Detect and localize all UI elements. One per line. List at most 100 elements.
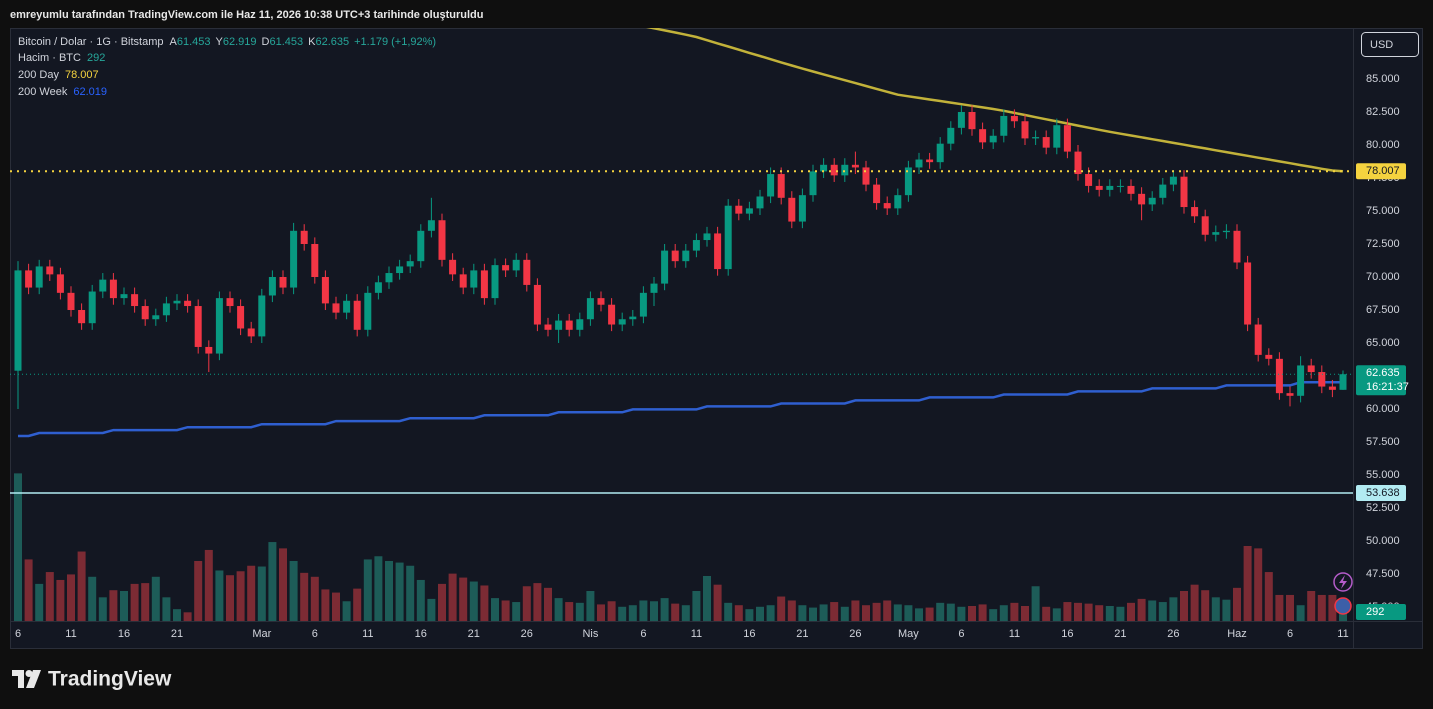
candle-body bbox=[629, 316, 637, 320]
candle-body bbox=[1116, 185, 1124, 187]
candle-body bbox=[989, 135, 997, 143]
volume-bar bbox=[141, 583, 150, 621]
volume-bar bbox=[1328, 594, 1337, 621]
volume-bar bbox=[1063, 602, 1072, 621]
chart-frame bbox=[10, 28, 1423, 649]
candle-body bbox=[343, 300, 351, 313]
y-tick-label: 55.000 bbox=[1366, 469, 1400, 481]
candle-body bbox=[841, 164, 849, 176]
legend-key: Y bbox=[216, 36, 224, 48]
volume-bar bbox=[194, 561, 203, 621]
header: emreyumlu tarafından TradingView.com ile… bbox=[10, 9, 483, 21]
x-tick-label: 6 bbox=[15, 628, 21, 640]
candle-body bbox=[141, 306, 149, 320]
volume-bar bbox=[618, 606, 627, 621]
candle-body bbox=[1095, 185, 1103, 190]
y-tick-label: 72.500 bbox=[1366, 238, 1400, 250]
volume-bar bbox=[35, 583, 44, 621]
candle-body bbox=[502, 265, 510, 271]
volume-bar bbox=[395, 562, 404, 621]
volume-bar bbox=[67, 574, 75, 621]
candle-body bbox=[491, 265, 499, 299]
volume-bar bbox=[406, 565, 415, 621]
volume-bar bbox=[215, 570, 224, 621]
candle-body bbox=[1233, 230, 1241, 263]
candle-body bbox=[385, 273, 393, 283]
candle-body bbox=[459, 274, 467, 288]
legend-value: 62.919 bbox=[223, 36, 257, 48]
candle-body bbox=[565, 320, 573, 330]
candle-body bbox=[926, 159, 934, 163]
volume-bar bbox=[862, 605, 870, 621]
volume-bar bbox=[671, 603, 680, 621]
ma-label: 78.007 bbox=[1366, 165, 1400, 177]
volume-bar bbox=[204, 549, 213, 621]
volume-bar bbox=[130, 583, 139, 621]
legend-change: +1.179 (+1,92%) bbox=[354, 36, 436, 48]
volume-bar bbox=[321, 589, 330, 621]
candle-body bbox=[417, 230, 425, 262]
volume-bar bbox=[1275, 594, 1284, 621]
candle-body bbox=[1042, 137, 1050, 148]
candle-body bbox=[544, 324, 552, 330]
volume-bar bbox=[1095, 605, 1104, 621]
candle-body bbox=[830, 164, 838, 176]
volume-bar bbox=[544, 587, 552, 621]
candle-body bbox=[56, 274, 64, 293]
x-tick-label: 11 bbox=[1337, 628, 1348, 640]
volume-bar bbox=[501, 600, 510, 621]
y-tick-label: 80.000 bbox=[1366, 139, 1400, 151]
last-price-label: 16:21:37 bbox=[1366, 381, 1409, 393]
volume-bar bbox=[533, 583, 542, 621]
candle-body bbox=[1085, 174, 1093, 186]
volume-bar bbox=[1074, 602, 1082, 621]
x-tick-label: 16 bbox=[415, 628, 427, 640]
candle-body bbox=[1180, 176, 1188, 208]
candle-body bbox=[883, 203, 891, 209]
candle-body bbox=[120, 294, 128, 299]
candle-body bbox=[25, 270, 33, 288]
volume-bar bbox=[480, 585, 489, 621]
volume-bar bbox=[332, 592, 340, 621]
candle-body bbox=[237, 306, 245, 329]
event-icon[interactable] bbox=[1334, 597, 1352, 615]
volume-bar bbox=[45, 572, 54, 621]
volume-bar bbox=[1021, 606, 1029, 621]
candle-body bbox=[449, 259, 457, 275]
volume-bar bbox=[162, 597, 171, 621]
x-tick-label: 11 bbox=[1009, 628, 1020, 640]
candle-body bbox=[396, 266, 404, 274]
brand-logo bbox=[12, 670, 41, 688]
volume-bar bbox=[56, 579, 65, 621]
candle-body bbox=[767, 174, 775, 197]
x-tick-label: 11 bbox=[65, 628, 76, 640]
x-tick-label: 16 bbox=[743, 628, 755, 640]
legend-ma-row: 200 Week 62.019 bbox=[18, 86, 107, 98]
x-tick-label: 11 bbox=[691, 628, 702, 640]
x-tick-label: 21 bbox=[171, 628, 183, 640]
candle-body bbox=[777, 174, 785, 198]
candle-body bbox=[311, 244, 319, 278]
volume-bar bbox=[1233, 587, 1241, 621]
x-tick-label: Mar bbox=[252, 628, 271, 640]
x-tick-label: 6 bbox=[958, 628, 964, 640]
volume-bar bbox=[1127, 602, 1135, 621]
currency-button[interactable] bbox=[1361, 32, 1419, 57]
volume-bar bbox=[448, 573, 457, 621]
candle-body bbox=[88, 291, 96, 324]
candle-body bbox=[820, 164, 828, 172]
candle-body bbox=[650, 283, 658, 293]
volume-bar bbox=[565, 602, 574, 621]
volume-bar bbox=[957, 606, 966, 621]
candle-body bbox=[788, 197, 796, 222]
candle-body bbox=[300, 230, 308, 245]
candle-body bbox=[1159, 184, 1167, 198]
volume-bar bbox=[1201, 590, 1210, 621]
volume-bar bbox=[660, 598, 669, 621]
candle-body bbox=[279, 277, 287, 288]
candle-body bbox=[427, 220, 435, 231]
volume-bar bbox=[1211, 597, 1220, 621]
volume-label: 292 bbox=[1366, 606, 1384, 618]
candle-body bbox=[1032, 137, 1040, 139]
